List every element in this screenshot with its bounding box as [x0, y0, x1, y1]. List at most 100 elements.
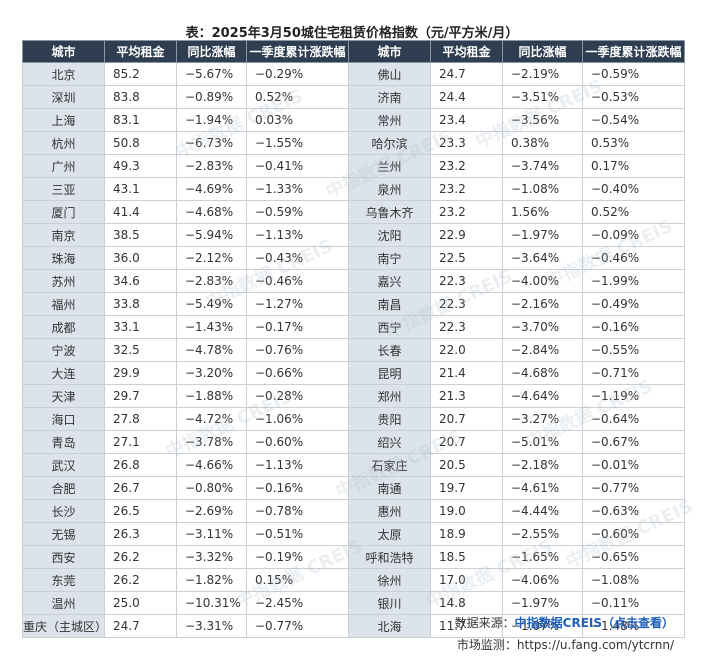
q1-change-cell: −0.76%	[246, 338, 349, 362]
table-row: 无锡 26.3 −3.11% −0.51% 太原 18.9 −2.55% −0.60%	[22, 522, 685, 546]
avg-rent-cell: 38.5	[104, 223, 177, 247]
avg-rent-cell: 25.0	[104, 591, 177, 615]
city-cell: 常州	[348, 108, 431, 132]
table-row: 珠海 36.0 −2.12% −0.43% 南宁 22.5 −3.64% −0.46%	[22, 246, 685, 270]
table-row: 重庆（主城区） 24.7 −3.31% −0.77% 北海 11.7 −1.07% −1.48…	[22, 614, 685, 638]
city-cell: 兰州	[348, 154, 431, 178]
yoy-change-cell: −5.01%	[502, 430, 583, 454]
city-cell: 深圳	[22, 85, 105, 109]
avg-rent-cell: 20.5	[430, 453, 503, 477]
city-cell: 广州	[22, 154, 105, 178]
avg-rent-cell: 11.7	[430, 614, 503, 638]
city-cell: 成都	[22, 315, 105, 339]
avg-rent-cell: 22.5	[430, 246, 503, 270]
q1-change-cell: −0.46%	[246, 269, 349, 293]
city-cell: 哈尔滨	[348, 131, 431, 155]
yoy-change-cell: −3.56%	[502, 108, 583, 132]
city-cell: 长沙	[22, 499, 105, 523]
column-header: 一季度累计涨跌幅	[582, 40, 685, 63]
avg-rent-cell: 17.0	[430, 568, 503, 592]
yoy-change-cell: −5.67%	[176, 62, 247, 86]
q1-change-cell: −0.40%	[582, 177, 685, 201]
avg-rent-cell: 23.2	[430, 154, 503, 178]
city-cell: 北京	[22, 62, 105, 86]
avg-rent-cell: 23.3	[430, 131, 503, 155]
table-row: 天津 29.7 −1.88% −0.28% 郑州 21.3 −4.64% −1.19%	[22, 384, 685, 408]
yoy-change-cell: −1.94%	[176, 108, 247, 132]
yoy-change-cell: −4.78%	[176, 338, 247, 362]
table-row: 青岛 27.1 −3.78% −0.60% 绍兴 20.7 −5.01% −0.67%	[22, 430, 685, 454]
yoy-change-cell: −3.32%	[176, 545, 247, 569]
avg-rent-cell: 26.8	[104, 453, 177, 477]
q1-change-cell: 0.17%	[582, 154, 685, 178]
city-cell: 南京	[22, 223, 105, 247]
q1-change-cell: 0.52%	[246, 85, 349, 109]
q1-change-cell: −0.17%	[246, 315, 349, 339]
city-cell: 呼和浩特	[348, 545, 431, 569]
table-row: 厦门 41.4 −4.68% −0.59% 乌鲁木齐 23.2 1.56% 0.52%	[22, 200, 685, 224]
q1-change-cell: −2.45%	[246, 591, 349, 615]
table-row: 深圳 83.8 −0.89% 0.52% 济南 24.4 −3.51% −0.53%	[22, 85, 685, 109]
city-cell: 武汉	[22, 453, 105, 477]
table-row: 长沙 26.5 −2.69% −0.78% 惠州 19.0 −4.44% −0.63%	[22, 499, 685, 523]
avg-rent-cell: 36.0	[104, 246, 177, 270]
avg-rent-cell: 24.4	[430, 85, 503, 109]
q1-change-cell: −1.06%	[246, 407, 349, 431]
yoy-change-cell: −1.43%	[176, 315, 247, 339]
yoy-change-cell: −1.65%	[502, 545, 583, 569]
q1-change-cell: −0.16%	[582, 315, 685, 339]
city-cell: 惠州	[348, 499, 431, 523]
source-link[interactable]: 中指数据CREIS（点击查看）	[514, 616, 674, 630]
yoy-change-cell: −4.61%	[502, 476, 583, 500]
avg-rent-cell: 22.9	[430, 223, 503, 247]
column-header: 城市	[22, 40, 105, 63]
monitor-line: 市场监测：https://u.fang.com/ytcrnn/	[456, 638, 674, 652]
q1-change-cell: −0.55%	[582, 338, 685, 362]
city-cell: 重庆（主城区）	[22, 614, 107, 638]
city-cell: 南宁	[348, 246, 431, 270]
q1-change-cell: −0.78%	[246, 499, 349, 523]
yoy-change-cell: 1.56%	[502, 200, 583, 224]
q1-change-cell: −0.51%	[246, 522, 349, 546]
avg-rent-cell: 85.2	[104, 62, 177, 86]
yoy-change-cell: −4.06%	[502, 568, 583, 592]
table-row: 西安 26.2 −3.32% −0.19% 呼和浩特 18.5 −1.65% −0.65%	[22, 545, 685, 569]
q1-change-cell: −0.63%	[582, 499, 685, 523]
yoy-change-cell: −2.83%	[176, 154, 247, 178]
table-row: 广州 49.3 −2.83% −0.41% 兰州 23.2 −3.74% 0.17%	[22, 154, 685, 178]
table-row: 杭州 50.8 −6.73% −1.55% 哈尔滨 23.3 0.38% 0.53%	[22, 131, 685, 155]
yoy-change-cell: −2.19%	[502, 62, 583, 86]
city-cell: 沈阳	[348, 223, 431, 247]
q1-change-cell: −1.27%	[246, 292, 349, 316]
table-body: 北京 85.2 −5.67% −0.29% 佛山 24.7 −2.19% −0.59% 深圳 83…	[22, 62, 685, 638]
q1-change-cell: −0.16%	[246, 476, 349, 500]
avg-rent-cell: 20.7	[430, 430, 503, 454]
avg-rent-cell: 26.3	[104, 522, 177, 546]
q1-change-cell: −0.66%	[246, 361, 349, 385]
city-cell: 宁波	[22, 338, 105, 362]
city-cell: 合肥	[22, 476, 105, 500]
q1-change-cell: −0.77%	[582, 476, 685, 500]
avg-rent-cell: 41.4	[104, 200, 177, 224]
q1-change-cell: −0.01%	[582, 453, 685, 477]
avg-rent-cell: 21.4	[430, 361, 503, 385]
yoy-change-cell: −4.44%	[502, 499, 583, 523]
q1-change-cell: −1.08%	[582, 568, 685, 592]
avg-rent-cell: 22.3	[430, 269, 503, 293]
q1-change-cell: −1.99%	[582, 269, 685, 293]
city-cell: 太原	[348, 522, 431, 546]
avg-rent-cell: 22.0	[430, 338, 503, 362]
yoy-change-cell: −5.94%	[176, 223, 247, 247]
yoy-change-cell: −1.82%	[176, 568, 247, 592]
yoy-change-cell: −3.78%	[176, 430, 247, 454]
avg-rent-cell: 32.5	[104, 338, 177, 362]
city-cell: 贵阳	[348, 407, 431, 431]
avg-rent-cell: 34.6	[104, 269, 177, 293]
city-cell: 西安	[22, 545, 105, 569]
q1-change-cell: −0.29%	[246, 62, 349, 86]
city-cell: 西宁	[348, 315, 431, 339]
city-cell: 徐州	[348, 568, 431, 592]
city-cell: 上海	[22, 108, 105, 132]
avg-rent-cell: 23.2	[430, 200, 503, 224]
city-cell: 昆明	[348, 361, 431, 385]
